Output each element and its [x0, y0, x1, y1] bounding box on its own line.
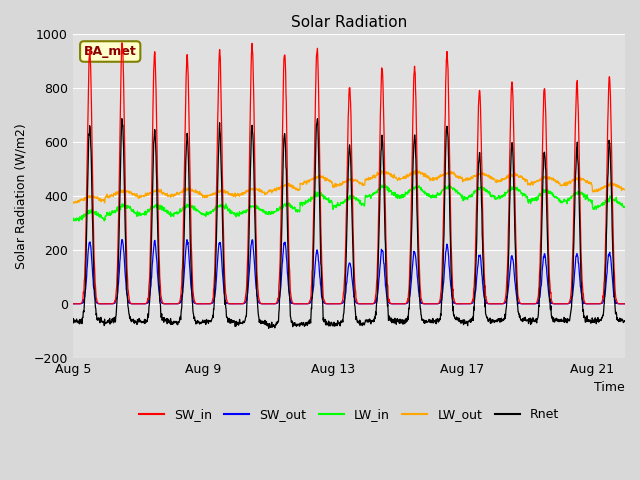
Title: Solar Radiation: Solar Radiation [291, 15, 407, 30]
X-axis label: Time: Time [595, 381, 625, 394]
Y-axis label: Solar Radiation (W/m2): Solar Radiation (W/m2) [15, 123, 28, 269]
Legend: SW_in, SW_out, LW_in, LW_out, Rnet: SW_in, SW_out, LW_in, LW_out, Rnet [134, 403, 564, 426]
Text: BA_met: BA_met [84, 45, 136, 58]
